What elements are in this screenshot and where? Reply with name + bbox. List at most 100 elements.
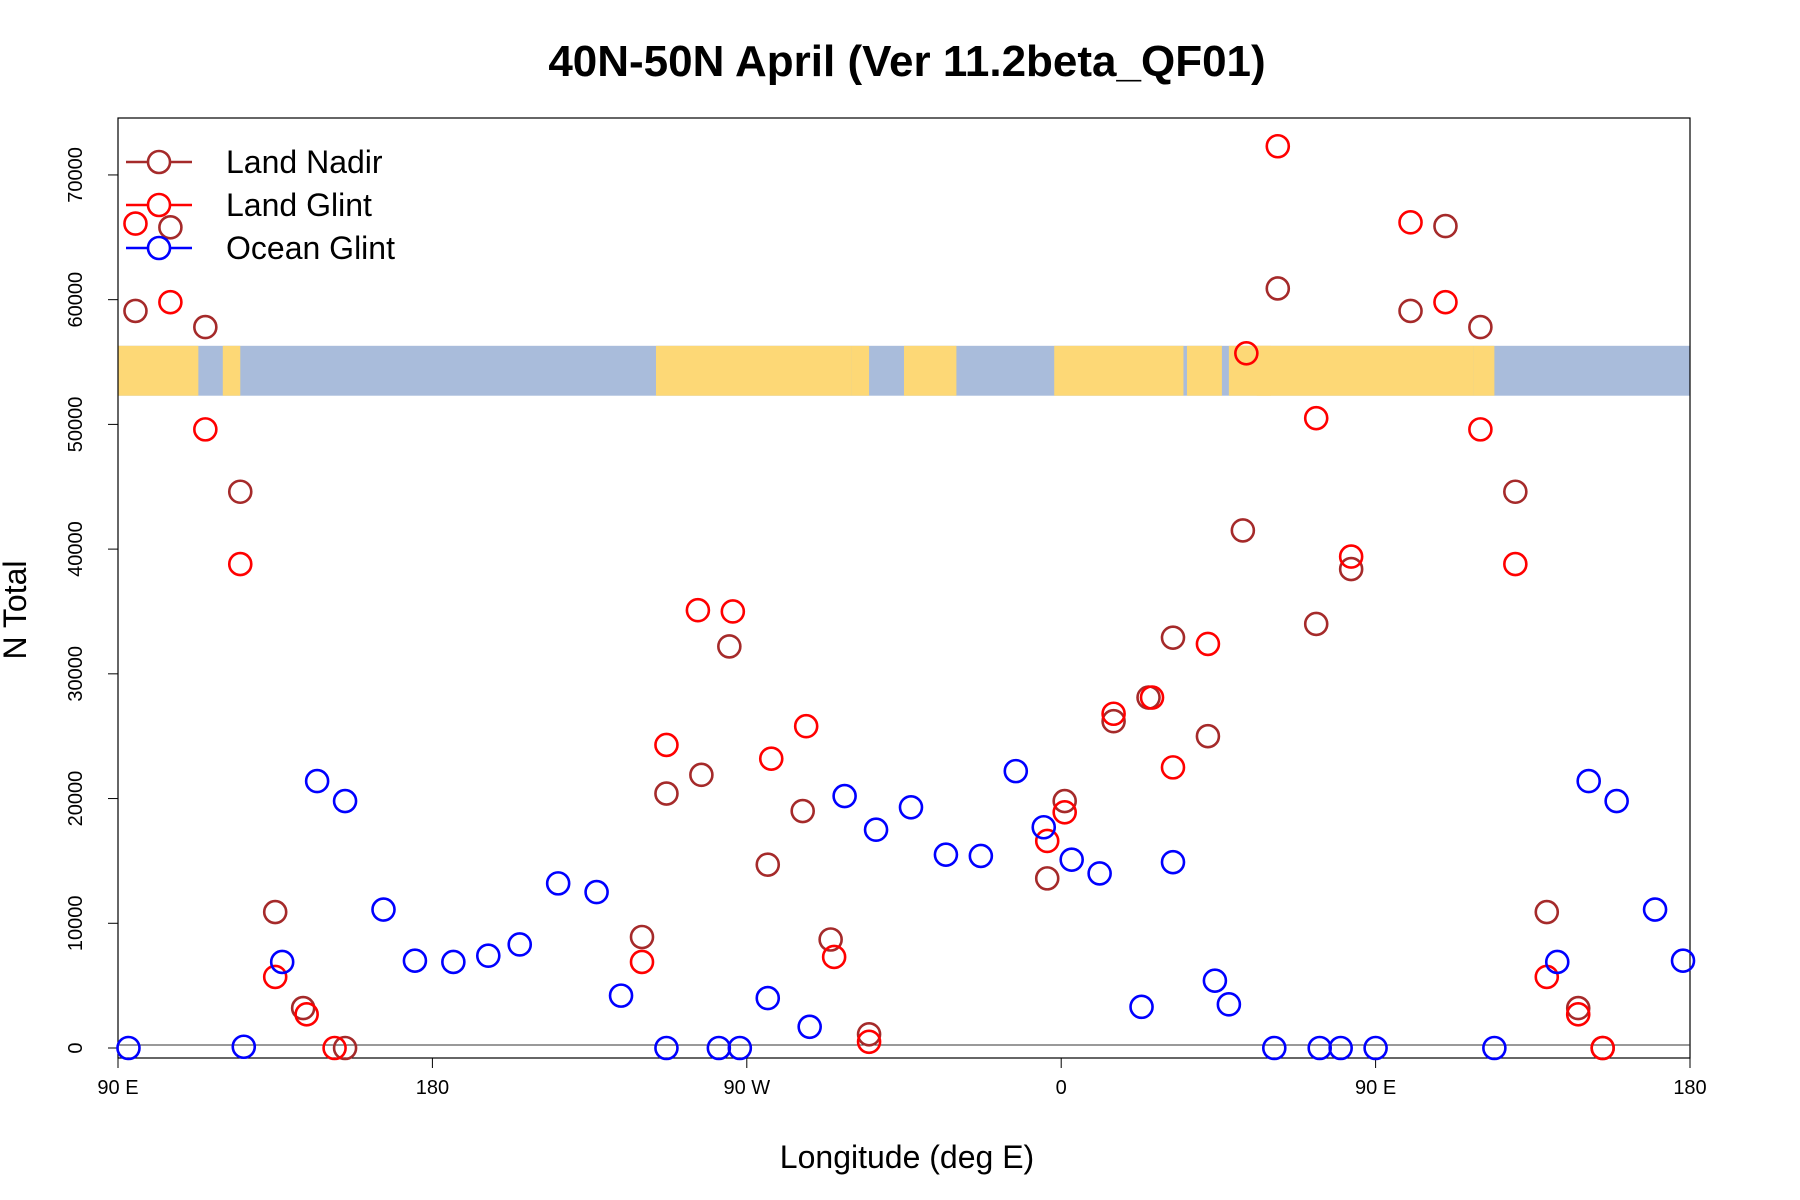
point-land-nadir [1503, 479, 1528, 505]
point-land-glint [1303, 405, 1329, 431]
point-land-nadir [1034, 866, 1060, 891]
x-tick-label: 180 [1673, 1077, 1706, 1099]
point-land-nadir [689, 762, 714, 788]
legend-item-ocean-glint: Ocean Glint [126, 230, 395, 266]
map-strip [118, 345, 1690, 396]
point-ocean-glint [1003, 758, 1029, 784]
point-ocean-glint [1670, 948, 1696, 973]
point-land-glint [821, 944, 847, 970]
point-ocean-glint [269, 949, 295, 975]
y-tick-label: 20000 [65, 771, 87, 827]
point-ocean-glint [441, 949, 466, 975]
point-land-nadir [1230, 518, 1256, 543]
x-tick-label: 0 [1056, 1077, 1067, 1099]
point-ocean-glint [1544, 949, 1570, 975]
y-tick-label: 60000 [65, 272, 87, 328]
y-tick-label: 0 [65, 1042, 87, 1053]
point-land-glint [1160, 755, 1186, 780]
y-tick-label: 30000 [65, 646, 87, 702]
point-ocean-glint [1202, 968, 1228, 993]
point-ocean-glint [1160, 849, 1186, 875]
point-ocean-glint [968, 843, 994, 869]
point-ocean-glint [832, 783, 857, 809]
point-land-glint [1195, 631, 1221, 657]
point-ocean-glint [797, 1014, 822, 1040]
y-tick-label: 10000 [65, 895, 87, 951]
point-land-nadir [193, 314, 218, 340]
plot-frame [117, 117, 1691, 1059]
point-land-glint [1433, 289, 1458, 315]
point-land-glint [1565, 1002, 1591, 1027]
point-land-glint [1338, 544, 1364, 569]
point-land-nadir [1534, 899, 1560, 925]
point-land-glint [1534, 964, 1560, 990]
point-ocean-glint [1328, 1035, 1353, 1061]
series-ocean-glint [116, 758, 1696, 1061]
point-land-glint [1101, 701, 1126, 727]
point-land-glint [1468, 417, 1493, 442]
point-land-glint [158, 289, 183, 315]
point-land-nadir [1265, 276, 1291, 301]
point-land-glint [1398, 210, 1423, 235]
legend-marker [146, 149, 172, 175]
point-ocean-glint [1307, 1035, 1333, 1061]
point-ocean-glint [1216, 992, 1242, 1017]
point-land-nadir [1338, 556, 1364, 582]
point-land-nadir [227, 479, 253, 505]
point-ocean-glint [1576, 768, 1601, 794]
point-land-glint [1234, 340, 1259, 366]
y-tick-label: 70000 [65, 147, 87, 203]
x-tick-label: 90 E [97, 1077, 138, 1099]
y-axis-title: N Total [0, 560, 33, 659]
point-ocean-glint [755, 985, 781, 1011]
point-ocean-glint [402, 948, 428, 973]
point-land-glint [654, 732, 679, 758]
point-ocean-glint [1363, 1035, 1388, 1061]
point-land-nadir [1195, 723, 1221, 749]
legend: Land Nadir Land Glint Ocean Glint [126, 144, 395, 266]
legend-label: Land Glint [226, 187, 372, 223]
map-land [851, 345, 870, 396]
point-land-glint [685, 597, 711, 623]
point-land-nadir [629, 924, 655, 950]
point-land-nadir [1101, 708, 1126, 734]
point-land-glint [1139, 685, 1165, 710]
legend-label: Ocean Glint [226, 230, 395, 266]
point-ocean-glint [863, 817, 889, 843]
point-land-glint [294, 1002, 319, 1027]
map-land [1054, 345, 1184, 396]
x-tick-label: 180 [416, 1077, 449, 1099]
legend-label: Land Nadir [226, 144, 383, 180]
point-ocean-glint [898, 794, 924, 820]
legend-item-land-glint: Land Glint [126, 187, 372, 223]
x-axis-title: Longitude (deg E) [780, 1139, 1034, 1175]
legend-marker [146, 192, 172, 218]
point-ocean-glint [1261, 1035, 1287, 1061]
point-ocean-glint [545, 871, 571, 896]
map-land [1186, 345, 1222, 396]
point-land-glint [193, 417, 218, 442]
x-tick-label: 90 E [1355, 1077, 1396, 1099]
point-land-nadir [1565, 995, 1591, 1021]
plot-border [117, 117, 1691, 1059]
point-land-nadir [755, 852, 781, 877]
point-land-glint [720, 599, 746, 624]
point-land-nadir [1433, 213, 1458, 239]
map-land [1256, 345, 1474, 396]
point-ocean-glint [1604, 788, 1629, 814]
legend-marker [146, 235, 172, 261]
point-ocean-glint [116, 1035, 141, 1061]
point-land-nadir [262, 899, 288, 925]
point-land-glint [1265, 133, 1291, 159]
chart-title: 40N-50N April (Ver 11.2beta_QF01) [548, 37, 1265, 86]
point-ocean-glint [371, 897, 396, 922]
point-ocean-glint [231, 1034, 257, 1060]
point-land-glint [758, 746, 784, 771]
point-ocean-glint [1031, 814, 1057, 840]
point-land-nadir [1052, 788, 1077, 814]
point-ocean-glint [507, 932, 533, 957]
point-ocean-glint [654, 1035, 679, 1061]
point-land-nadir [1160, 625, 1186, 650]
point-land-nadir [1303, 611, 1329, 637]
point-ocean-glint [1087, 861, 1112, 886]
